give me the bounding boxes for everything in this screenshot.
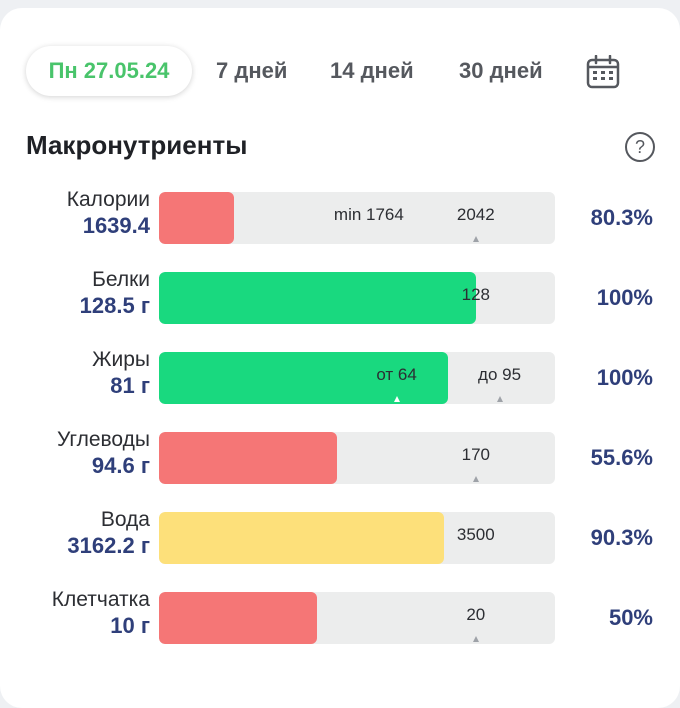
progress-fill bbox=[159, 272, 476, 324]
target-label: от 64 bbox=[376, 365, 417, 384]
progress-fill bbox=[159, 432, 338, 484]
nutrient-label: Углеводы bbox=[56, 428, 150, 451]
nutrient-label: Клетчатка bbox=[51, 588, 150, 611]
percent-of-goal: 90.3% bbox=[590, 525, 653, 550]
target-tick bbox=[472, 476, 479, 482]
nutrient-value: 94.6 г bbox=[91, 453, 150, 478]
percent-of-goal: 55.6% bbox=[590, 445, 653, 470]
nutrient-value: 128.5 г bbox=[79, 293, 150, 318]
nutrient-row: Калории 1639.4 min 1764 2042 80.3% bbox=[0, 188, 680, 246]
progress-track: 20 bbox=[159, 592, 555, 644]
target-tick bbox=[472, 636, 479, 642]
progress-track: 3500 bbox=[159, 512, 555, 564]
question-circle-icon[interactable]: ? bbox=[624, 131, 656, 163]
nutrient-label: Калории bbox=[66, 188, 150, 211]
target-label: 20 bbox=[466, 605, 486, 624]
percent-of-goal: 100% bbox=[596, 365, 653, 390]
nutrient-value: 10 г bbox=[110, 613, 150, 638]
tab-14-days[interactable]: 14 дней bbox=[330, 58, 414, 83]
progress-fill bbox=[159, 512, 445, 564]
target-label: min 1764 bbox=[333, 205, 404, 224]
progress-track: 128 bbox=[159, 272, 555, 324]
percent-of-goal: 100% bbox=[596, 285, 653, 310]
tab-7-days[interactable]: 7 дней bbox=[216, 58, 288, 83]
progress-fill bbox=[159, 352, 449, 404]
tab-today[interactable]: Пн 27.05.24 bbox=[26, 46, 192, 96]
progress-track: min 1764 2042 bbox=[159, 192, 555, 244]
progress-fill bbox=[159, 592, 318, 644]
target-tick bbox=[496, 396, 503, 402]
period-tabs: Пн 27.05.24 7 дней 14 дней 30 дней bbox=[26, 46, 666, 96]
nutrient-row: Углеводы 94.6 г 170 55.6% bbox=[0, 428, 680, 486]
nutrient-value: 1639.4 bbox=[82, 213, 150, 238]
nutrient-label: Вода bbox=[100, 508, 150, 531]
nutrient-label: Белки bbox=[92, 268, 150, 291]
nutrient-row: Клетчатка 10 г 20 50% bbox=[0, 588, 680, 646]
target-label: до 95 bbox=[478, 365, 522, 384]
percent-of-goal: 50% bbox=[608, 605, 653, 630]
progress-fill bbox=[159, 192, 235, 244]
tab-30-days[interactable]: 30 дней bbox=[459, 58, 543, 83]
nutrient-row: Жиры 81 г от 64 до 95 100% bbox=[0, 348, 680, 406]
nutrient-value: 81 г bbox=[110, 373, 150, 398]
target-tick bbox=[472, 236, 479, 242]
section-title: Макронутриенты bbox=[26, 130, 248, 160]
target-label: 170 bbox=[461, 445, 490, 464]
target-label: 128 bbox=[461, 285, 490, 304]
nutrient-row: Вода 3162.2 г 3500 90.3% bbox=[0, 508, 680, 566]
target-tick bbox=[393, 396, 400, 402]
progress-track: 170 bbox=[159, 432, 555, 484]
percent-of-goal: 80.3% bbox=[590, 205, 653, 230]
calendar-icon[interactable] bbox=[586, 55, 620, 89]
nutrient-label: Жиры bbox=[92, 348, 150, 371]
target-label: 2042 bbox=[456, 205, 495, 224]
target-label: 3500 bbox=[456, 525, 495, 544]
nutrient-row: Белки 128.5 г 128 100% bbox=[0, 268, 680, 326]
nutrient-value: 3162.2 г bbox=[67, 533, 150, 558]
svg-text:?: ? bbox=[635, 137, 645, 157]
progress-track: от 64 до 95 bbox=[159, 352, 555, 404]
